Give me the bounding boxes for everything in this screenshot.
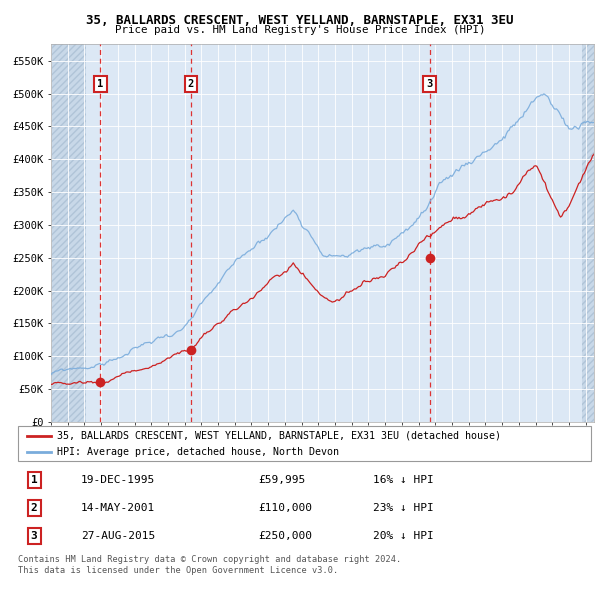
Text: 2: 2	[188, 79, 194, 89]
Text: 16% ↓ HPI: 16% ↓ HPI	[373, 475, 434, 485]
Text: 19-DEC-1995: 19-DEC-1995	[81, 475, 155, 485]
Text: £59,995: £59,995	[259, 475, 306, 485]
Text: 35, BALLARDS CRESCENT, WEST YELLAND, BARNSTAPLE, EX31 3EU (detached house): 35, BALLARDS CRESCENT, WEST YELLAND, BAR…	[57, 431, 501, 441]
Text: 2: 2	[31, 503, 37, 513]
Text: Contains HM Land Registry data © Crown copyright and database right 2024.: Contains HM Land Registry data © Crown c…	[18, 555, 401, 563]
Text: 14-MAY-2001: 14-MAY-2001	[81, 503, 155, 513]
Text: 35, BALLARDS CRESCENT, WEST YELLAND, BARNSTAPLE, EX31 3EU: 35, BALLARDS CRESCENT, WEST YELLAND, BAR…	[86, 14, 514, 27]
Text: 3: 3	[427, 79, 433, 89]
Text: 20% ↓ HPI: 20% ↓ HPI	[373, 531, 434, 541]
Text: Price paid vs. HM Land Registry's House Price Index (HPI): Price paid vs. HM Land Registry's House …	[115, 25, 485, 35]
Text: 3: 3	[31, 531, 37, 541]
Text: 27-AUG-2015: 27-AUG-2015	[81, 531, 155, 541]
Text: 23% ↓ HPI: 23% ↓ HPI	[373, 503, 434, 513]
Text: 1: 1	[97, 79, 104, 89]
Text: £250,000: £250,000	[259, 531, 313, 541]
Text: This data is licensed under the Open Government Licence v3.0.: This data is licensed under the Open Gov…	[18, 566, 338, 575]
Text: £110,000: £110,000	[259, 503, 313, 513]
Text: 1: 1	[31, 475, 37, 485]
Text: HPI: Average price, detached house, North Devon: HPI: Average price, detached house, Nort…	[57, 447, 339, 457]
